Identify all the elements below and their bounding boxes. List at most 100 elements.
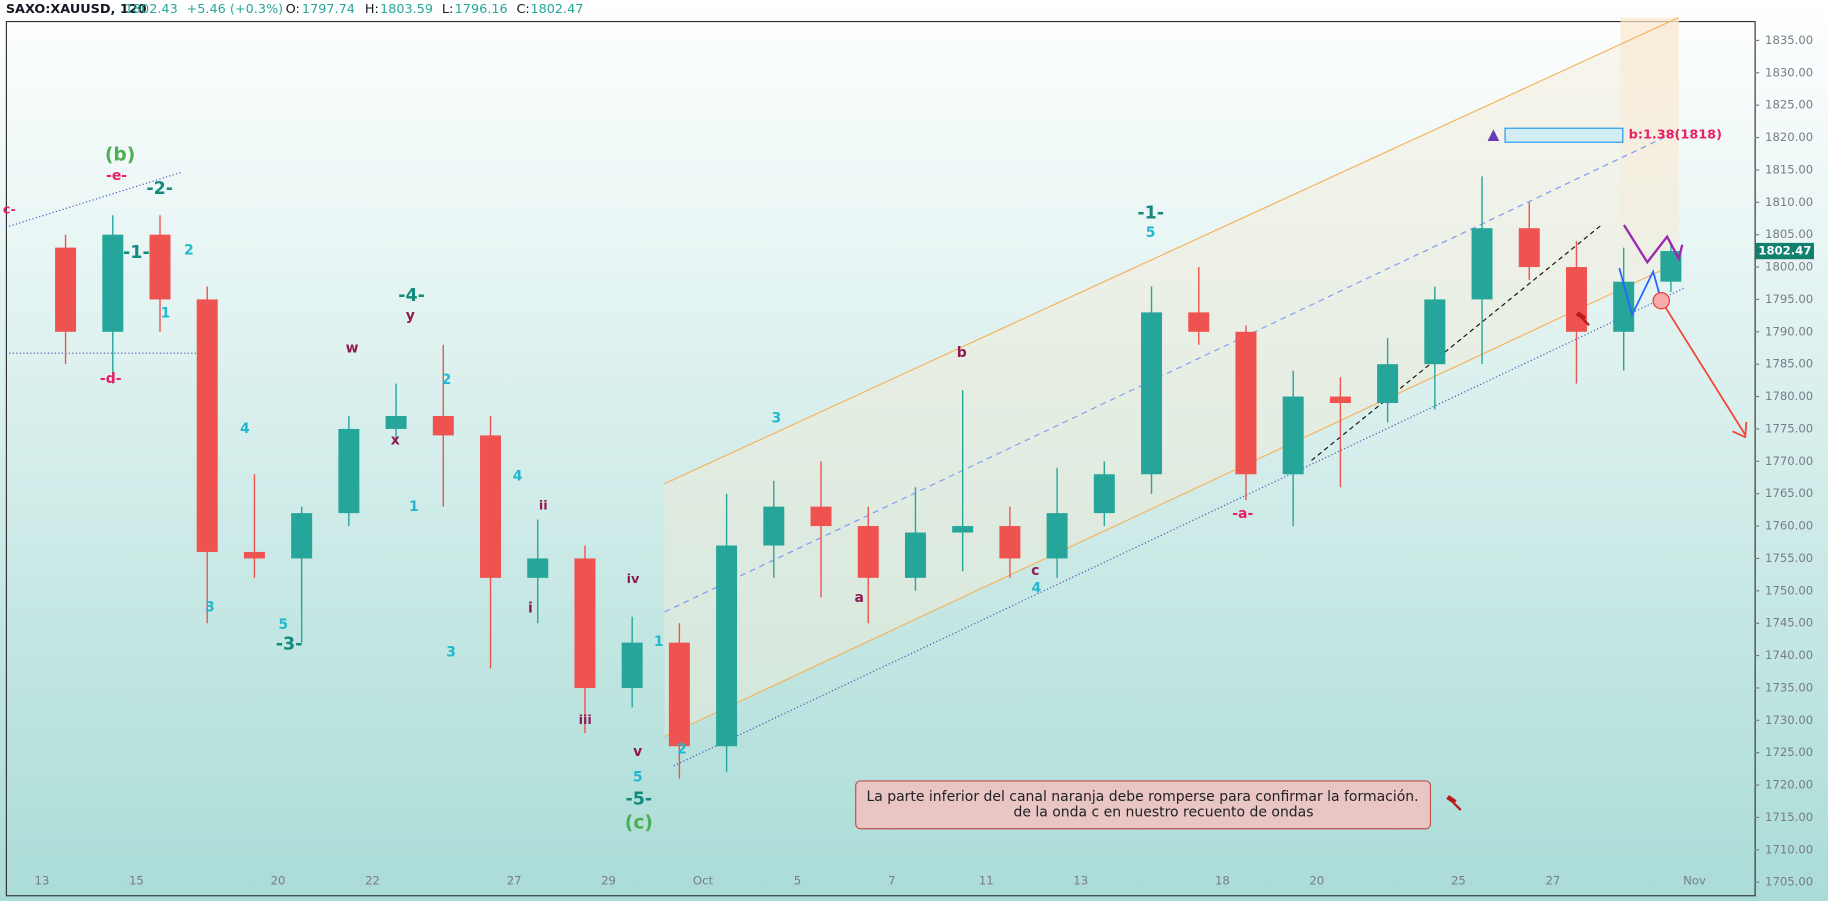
wave-label: 1 bbox=[409, 499, 419, 515]
marker bbox=[1652, 291, 1671, 310]
wave-label: i bbox=[528, 600, 533, 616]
candle-body bbox=[1188, 312, 1210, 332]
candle-body bbox=[716, 545, 738, 747]
candle-body bbox=[196, 299, 218, 552]
wave-label: ii bbox=[539, 498, 548, 513]
wave-label: -3- bbox=[276, 635, 303, 655]
price-tag-label: 1802.47 bbox=[1758, 244, 1811, 258]
candle-body bbox=[1282, 396, 1304, 475]
wave-label: -e- bbox=[106, 168, 127, 184]
wave-label: 3 bbox=[772, 410, 782, 426]
y-tick-label: 1790.00 bbox=[1765, 324, 1813, 338]
ohlc-label: L: bbox=[442, 2, 453, 17]
x-tick-label: 20 bbox=[1309, 874, 1324, 888]
y-tick-label: 1785.00 bbox=[1765, 357, 1813, 371]
y-tick-label: 1745.00 bbox=[1765, 616, 1813, 630]
candle-body bbox=[102, 234, 124, 332]
arrow bbox=[1660, 300, 1746, 436]
x-tick-label: 27 bbox=[1545, 874, 1560, 888]
wave-label: 3 bbox=[205, 599, 215, 615]
wave-label: 1 bbox=[654, 634, 664, 650]
y-tick-label: 1795.00 bbox=[1765, 292, 1813, 306]
candle-body bbox=[1565, 267, 1587, 332]
note-line: de la onda c en nuestro recuento de onda… bbox=[1013, 804, 1313, 820]
candle-body bbox=[763, 506, 785, 546]
y-tick-label: 1770.00 bbox=[1765, 454, 1813, 468]
y-tick-label: 1755.00 bbox=[1765, 551, 1813, 565]
price-tag bbox=[1755, 242, 1815, 260]
candle-body bbox=[574, 558, 596, 688]
wave-label: -4- bbox=[398, 286, 425, 306]
candle-body bbox=[1613, 281, 1635, 332]
y-tick-label: 1835.00 bbox=[1765, 33, 1813, 47]
x-tick-label: 27 bbox=[507, 874, 522, 888]
candle-body bbox=[904, 532, 926, 578]
y-tick-label: 1710.00 bbox=[1765, 842, 1813, 856]
x-tick-label: 29 bbox=[601, 874, 616, 888]
ohlc-value: 1796.16 bbox=[455, 2, 508, 17]
ohlc-label: C: bbox=[516, 2, 529, 17]
x-tick-label: 7 bbox=[888, 874, 895, 888]
x-tick-label: 18 bbox=[1215, 874, 1230, 888]
trend-line bbox=[5, 171, 181, 228]
channel-mid bbox=[664, 130, 1680, 613]
candle-body bbox=[480, 435, 502, 578]
wave-label: 4 bbox=[240, 421, 250, 437]
wave-label: c bbox=[1031, 563, 1039, 579]
note-line: La parte inferior del canal naranja debe… bbox=[866, 789, 1418, 805]
wave-label: -d- bbox=[100, 371, 122, 387]
trend-line bbox=[1311, 223, 1604, 461]
candle-body bbox=[999, 526, 1021, 559]
candle-body bbox=[243, 551, 265, 559]
x-tick-label: 15 bbox=[129, 874, 144, 888]
wave-labels: c-(b)-e--2--1- 21-d-435-3-w-4-yx214iii3iv… bbox=[3, 145, 1254, 834]
hammer-icon bbox=[1446, 795, 1462, 811]
channel-lower bbox=[664, 261, 1680, 738]
wave-label: 3 bbox=[446, 645, 456, 661]
x-tick-label: 22 bbox=[365, 874, 380, 888]
x-tick-label: 25 bbox=[1451, 874, 1466, 888]
y-tick-label: 1775.00 bbox=[1765, 421, 1813, 435]
x-tick-label: Nov bbox=[1683, 874, 1706, 888]
y-tick-label: 1720.00 bbox=[1765, 778, 1813, 792]
wave-label: -2- bbox=[146, 179, 173, 199]
y-tick-label: 1750.00 bbox=[1765, 583, 1813, 597]
y-tick-label: 1825.00 bbox=[1765, 98, 1813, 112]
y-tick-label: 1740.00 bbox=[1765, 648, 1813, 662]
wave-label: a bbox=[854, 590, 863, 606]
target-label: b:1.38(1818) bbox=[1629, 128, 1722, 143]
channel-upper bbox=[664, 16, 1680, 485]
y-tick-label: 1805.00 bbox=[1765, 227, 1813, 241]
y-tick-label: 1830.00 bbox=[1765, 65, 1813, 79]
ohlc-value: 1802.47 bbox=[530, 2, 583, 17]
y-tick-label: 1730.00 bbox=[1765, 713, 1813, 727]
wave-label: 5 bbox=[1146, 225, 1156, 241]
projection-path bbox=[1618, 267, 1663, 318]
wave-label: 4 bbox=[1032, 581, 1042, 597]
candle-body bbox=[952, 526, 974, 533]
y-tick-label: 1705.00 bbox=[1765, 875, 1813, 889]
channel-support bbox=[673, 287, 1685, 767]
candle-body bbox=[1660, 251, 1682, 282]
change: +5.46 (+0.3%) bbox=[187, 2, 284, 17]
wave-label: -1- bbox=[123, 243, 150, 263]
candle-body bbox=[338, 428, 360, 514]
ohlc-label: O: bbox=[286, 2, 300, 17]
y-tick-label: 1800.00 bbox=[1765, 260, 1813, 274]
y-tick-label: 1810.00 bbox=[1765, 195, 1813, 209]
candle-body bbox=[621, 642, 643, 688]
wave-label: -5- bbox=[626, 790, 653, 810]
candle-body bbox=[55, 247, 77, 332]
candle-body bbox=[1235, 331, 1257, 475]
candle-body bbox=[857, 526, 879, 578]
candle-body bbox=[291, 513, 313, 559]
note-box bbox=[855, 780, 1432, 830]
y-tick-label: 1780.00 bbox=[1765, 389, 1813, 403]
warning-icon bbox=[1487, 129, 1500, 142]
wave-label: iii bbox=[579, 713, 592, 728]
arrow-head bbox=[1732, 421, 1748, 439]
x-tick-label: 13 bbox=[1073, 874, 1088, 888]
candle-body bbox=[1093, 474, 1115, 514]
candle-body bbox=[385, 415, 407, 429]
